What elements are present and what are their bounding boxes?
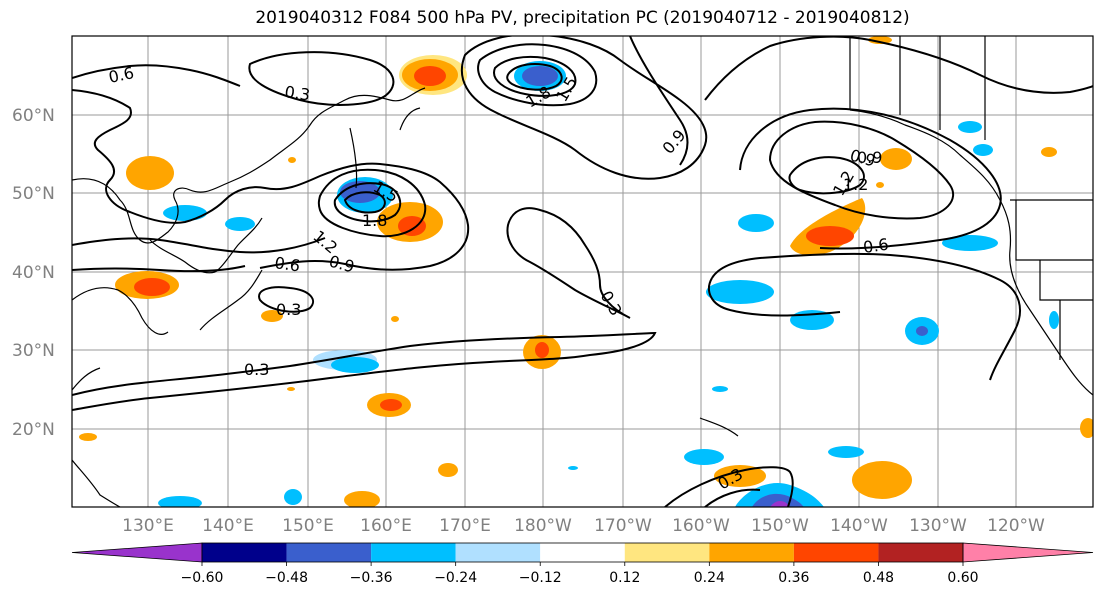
lon-label: 150°E bbox=[282, 516, 334, 536]
colorbar-segment bbox=[962, 542, 1094, 563]
lat-label: 40°N bbox=[12, 263, 55, 283]
colorbar-tick-label: 0.48 bbox=[863, 570, 894, 586]
colorbar-tick-label: −0.36 bbox=[350, 570, 393, 586]
colorbar-tick-label: 0.24 bbox=[694, 570, 725, 586]
lon-label: 170°E bbox=[439, 516, 491, 536]
colorbar-tick-label: 0.60 bbox=[947, 570, 978, 586]
colorbar-segment bbox=[71, 542, 203, 563]
coastlines bbox=[72, 36, 1093, 507]
colorbar-segment bbox=[624, 543, 710, 562]
pv-contours bbox=[72, 36, 1093, 507]
precip-negative-shading bbox=[158, 61, 1059, 507]
longitude-labels: 130°E 140°E 150°E 160°E 170°E 180°W 170°… bbox=[122, 516, 1045, 536]
contour-label: 0.6 bbox=[862, 235, 890, 257]
lon-label: 130°E bbox=[122, 516, 174, 536]
colorbar-outline bbox=[201, 542, 964, 563]
colorbar-tick-label: −0.12 bbox=[519, 570, 562, 586]
colorbar: −0.60 −0.48 −0.36 −0.24 −0.12 0.12 0.24 0.36 0.4… bbox=[71, 542, 1094, 586]
precip-positive-shading bbox=[79, 36, 1093, 507]
colorbar-segment bbox=[709, 543, 794, 562]
lon-label: 150°W bbox=[751, 516, 809, 536]
map-title: 2019040312 F084 500 hPa PV, precipitatio… bbox=[255, 8, 910, 28]
lat-label: 20°N bbox=[12, 420, 55, 440]
colorbar-tick-label: −0.24 bbox=[434, 570, 477, 586]
colorbar-segment bbox=[793, 543, 879, 562]
lon-label: 140°W bbox=[830, 516, 888, 536]
lon-label: 160°E bbox=[360, 516, 412, 536]
colorbar-segment bbox=[371, 543, 456, 562]
contour-label: 0.6 bbox=[273, 253, 301, 275]
colorbar-tick-label: 0.36 bbox=[778, 570, 809, 586]
colorbar-segment bbox=[202, 543, 287, 562]
colorbar-segment bbox=[540, 543, 625, 562]
contour-label: 0.3 bbox=[276, 300, 301, 319]
lon-label: 120°W bbox=[987, 516, 1045, 536]
lon-label: 160°W bbox=[672, 516, 730, 536]
lat-label: 30°N bbox=[12, 341, 55, 361]
colorbar-tick-label: 0.12 bbox=[609, 570, 640, 586]
lon-label: 170°W bbox=[594, 516, 652, 536]
lat-label: 60°N bbox=[12, 106, 55, 126]
latitude-labels: 60°N 50°N 40°N 30°N 20°N bbox=[12, 106, 55, 440]
colorbar-segment bbox=[455, 543, 541, 562]
contour-label: 0.9 bbox=[857, 148, 882, 167]
map-frame bbox=[71, 35, 1094, 508]
colorbar-tick-label: −0.60 bbox=[181, 570, 224, 586]
lon-label: 130°W bbox=[909, 516, 967, 536]
colorbar-tick-label: −0.48 bbox=[265, 570, 308, 586]
contour-label: 0.3 bbox=[283, 82, 311, 104]
contour-label: 1.8 bbox=[362, 211, 387, 230]
colorbar-segment bbox=[286, 543, 372, 562]
contour-label: 1.2 bbox=[843, 175, 868, 194]
colorbar-segment bbox=[878, 543, 963, 562]
lat-label: 50°N bbox=[12, 184, 55, 204]
contour-label: 0.3 bbox=[244, 360, 269, 379]
contour-label: 0.6 bbox=[107, 63, 136, 87]
lon-label: 140°E bbox=[202, 516, 254, 536]
lon-label: 180°W bbox=[514, 516, 572, 536]
